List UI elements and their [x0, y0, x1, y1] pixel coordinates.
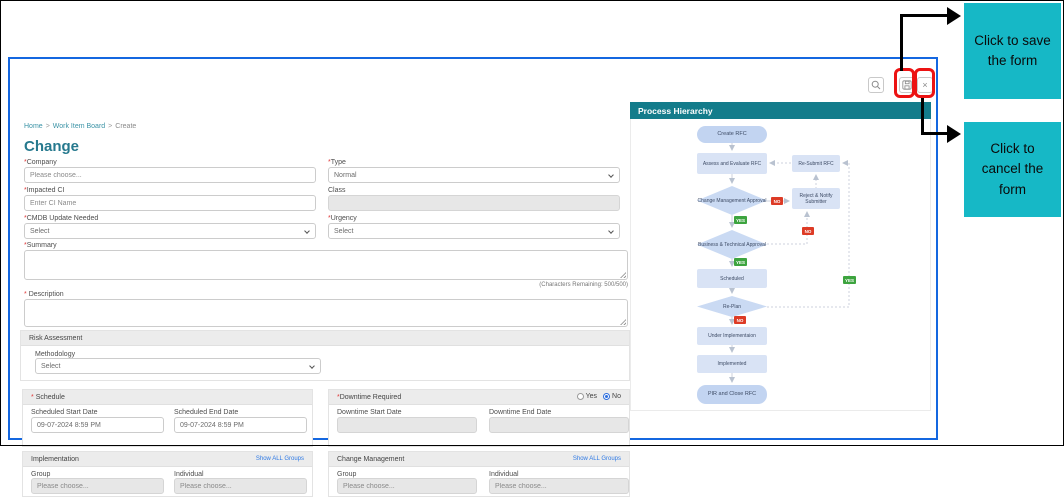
downtime-radios: Yes No — [576, 393, 621, 401]
flow-node-implemented: Implemented — [697, 355, 767, 373]
flow-badge-yes: YES — [734, 258, 747, 266]
flow-badge-yes: YES — [734, 216, 747, 224]
type-label: *Type — [328, 159, 346, 166]
flow-node-change-mgmt-approval: Change Management Approval — [697, 186, 767, 215]
implementation-group-input — [31, 478, 164, 494]
cancel-annotation-arrowhead — [947, 125, 961, 143]
schedule-header: * Schedule — [23, 390, 312, 405]
change-management-group-label: Group — [337, 471, 357, 478]
resize-grip-icon[interactable] — [620, 319, 626, 325]
breadcrumb-create: Create — [115, 123, 137, 130]
flow-node-resubmit-rfc: Re-Submit RFC — [792, 155, 840, 172]
scheduled-end-input[interactable] — [174, 417, 307, 433]
implementation-show-all-groups-link[interactable]: Show ALL Groups — [255, 456, 304, 462]
flow-badge-no: NO — [771, 197, 783, 205]
flow-node-reject-notify: Reject & Notify Submitter — [792, 188, 840, 209]
process-hierarchy-header: Process Hierarchy — [630, 102, 931, 119]
flow-badge-no: NO — [802, 227, 814, 235]
cancel-annotation-arrow-vertical — [921, 98, 924, 135]
company-input[interactable] — [24, 167, 316, 183]
downtime-start-input — [337, 417, 477, 433]
resize-grip-icon[interactable] — [620, 272, 626, 278]
change-management-group-input — [337, 478, 477, 494]
type-select[interactable]: Normal — [328, 167, 620, 183]
save-annotation-arrow-vertical — [900, 14, 903, 71]
process-hierarchy-flowchart: Create RFC Assess and Evaluate RFC Re-Su… — [630, 119, 931, 411]
downtime-end-input — [489, 417, 629, 433]
chevron-down-icon — [304, 228, 310, 234]
page-title: Change — [24, 138, 80, 155]
risk-assessment-section: Risk Assessment Methodology Select — [20, 330, 630, 381]
save-annotation-arrow-horizontal — [900, 14, 947, 17]
chevron-down-icon — [309, 363, 315, 369]
downtime-start-label: Downtime Start Date — [337, 409, 402, 416]
summary-chars-remaining: (Characters Remaining: 500/500) — [539, 282, 628, 288]
breadcrumb: Home > Work Item Board > Create — [24, 123, 137, 130]
implementation-header: Implementation Show ALL Groups — [23, 452, 312, 467]
downtime-header: * Downtime Required Yes No — [329, 390, 629, 405]
change-management-header: Change Management Show ALL Groups — [329, 452, 629, 467]
downtime-end-label: Downtime End Date — [489, 409, 552, 416]
change-management-show-all-groups-link[interactable]: Show ALL Groups — [572, 456, 621, 462]
methodology-select[interactable]: Select — [35, 358, 321, 374]
implementation-individual-label: Individual — [174, 471, 204, 478]
cmdb-update-select[interactable]: Select — [24, 223, 316, 239]
urgency-label: *Urgency — [328, 215, 357, 222]
search-button[interactable] — [868, 77, 884, 93]
downtime-no-radio[interactable] — [603, 393, 611, 401]
flow-connectors — [729, 143, 850, 383]
cancel-button-highlight — [914, 68, 935, 98]
flow-node-pir-close-rfc: PIR and Close RFC — [697, 385, 767, 404]
save-icon — [902, 80, 912, 90]
cancel-callout: Click to cancel the form — [964, 122, 1061, 217]
risk-assessment-header: Risk Assessment — [21, 331, 629, 346]
summary-textarea[interactable] — [24, 250, 628, 280]
breadcrumb-work-item-board[interactable]: Work Item Board — [52, 123, 106, 130]
implementation-group-label: Group — [31, 471, 51, 478]
search-icon — [871, 80, 881, 90]
impacted-ci-input[interactable] — [24, 195, 316, 211]
flow-badge-no: NO — [734, 316, 746, 324]
scheduled-start-input[interactable] — [31, 417, 164, 433]
flow-node-business-technical-approval: Business & Technical Approval — [697, 230, 767, 259]
breadcrumb-home[interactable]: Home — [24, 123, 43, 130]
change-management-individual-label: Individual — [489, 471, 519, 478]
save-callout: Click to save the form — [964, 3, 1061, 99]
chevron-down-icon — [608, 172, 614, 178]
flow-node-create-rfc: Create RFC — [697, 126, 767, 143]
cmdb-update-label: *CMDB Update Needed — [24, 215, 99, 222]
chevron-down-icon — [608, 228, 614, 234]
flow-node-scheduled: Scheduled — [697, 269, 767, 288]
save-annotation-arrowhead — [947, 7, 961, 25]
flow-node-under-implementation: Under Implementaion — [697, 327, 767, 345]
methodology-label: Methodology — [35, 351, 76, 358]
description-label: * Description — [24, 291, 64, 298]
flow-node-assess-evaluate: Assess and Evaluate RFC — [697, 153, 767, 174]
save-button-highlight — [894, 68, 915, 98]
company-label: *Company — [24, 159, 57, 166]
description-textarea[interactable] — [24, 299, 628, 327]
flow-node-replan: Re-Plan — [697, 296, 767, 317]
class-input — [328, 195, 620, 211]
scheduled-end-label: Scheduled End Date — [174, 409, 239, 416]
scheduled-start-label: Scheduled Start Date — [31, 409, 98, 416]
class-label: Class — [328, 187, 346, 194]
downtime-yes-radio[interactable] — [576, 393, 584, 401]
downtime-section: * Downtime Required Yes No Downtime Start … — [328, 389, 630, 447]
summary-label: *Summary — [24, 242, 57, 249]
cancel-annotation-arrow-horizontal — [921, 132, 947, 135]
close-icon: × — [922, 80, 928, 90]
flow-badge-yes: YES — [843, 276, 856, 284]
change-management-individual-input — [489, 478, 629, 494]
schedule-section: * Schedule Scheduled Start Date Schedule… — [22, 389, 313, 447]
impacted-ci-label: *Impacted CI — [24, 187, 65, 194]
implementation-individual-input — [174, 478, 307, 494]
urgency-select[interactable]: Select — [328, 223, 620, 239]
